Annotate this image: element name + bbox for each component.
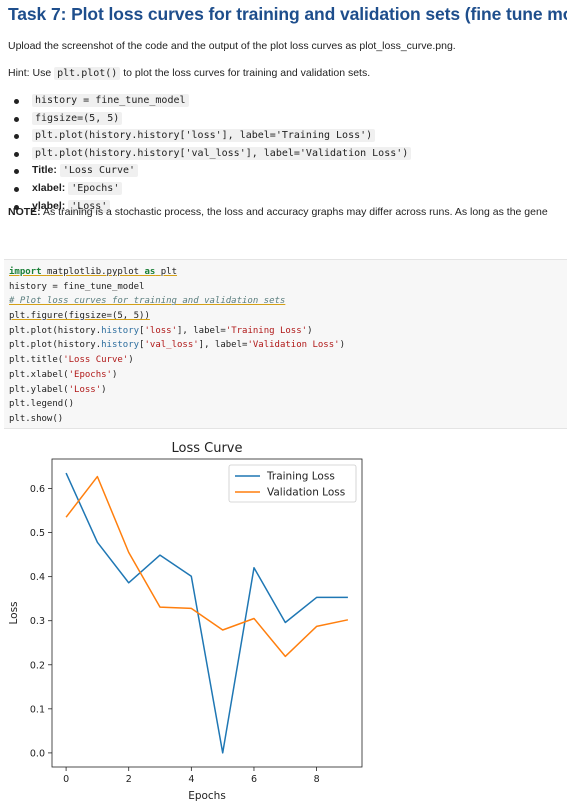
y-tick-label: 0.0 xyxy=(30,748,45,759)
list-item: plt.plot(history.history['loss'], label=… xyxy=(32,127,411,145)
loss-curve-chart: Loss Curve 0 2 4 6 8 0.0 0.1 0.2 0.3 0.4 0.5 0.6 Epoc… xyxy=(0,432,567,802)
code-string: 'Validation Loss' xyxy=(247,340,339,350)
code-line: plt.show() xyxy=(9,412,567,427)
bullet-label: Title: xyxy=(32,164,57,176)
code-token: ) xyxy=(340,340,345,350)
bullet-label: xlabel: xyxy=(32,182,65,194)
list-item: history = fine_tune_model xyxy=(32,92,411,110)
hint-suffix: to plot the loss curves for training and… xyxy=(123,67,370,79)
code-string: 'Training Loss' xyxy=(226,326,307,336)
code-token: ) xyxy=(112,370,117,380)
bullet-code: 'Loss Curve' xyxy=(60,164,138,177)
note-label: NOTE: xyxy=(8,206,41,218)
code-string: 'Loss Curve' xyxy=(63,355,128,365)
code-token: ) xyxy=(307,326,312,336)
task-title: Task 7: Plot loss curves for training an… xyxy=(8,4,567,25)
code-keyword: as xyxy=(144,267,155,277)
hint-list: history = fine_tune_model figsize=(5, 5)… xyxy=(0,92,411,215)
code-keyword: import xyxy=(9,267,42,277)
plot-frame xyxy=(52,459,362,767)
hint-code: plt.plot() xyxy=(54,67,120,80)
y-tick-label: 0.3 xyxy=(30,616,45,627)
list-item: Title: 'Loss Curve' xyxy=(32,162,411,180)
code-string: 'val_loss' xyxy=(144,340,198,350)
code-line: plt.figure(figsize=(5, 5)) xyxy=(9,309,567,324)
hint-prefix: Hint: Use xyxy=(8,67,51,79)
code-block: import matplotlib.pyplot as plt history =… xyxy=(4,260,567,427)
code-token: ], label= xyxy=(199,340,248,350)
chart-title: Loss Curve xyxy=(172,441,243,456)
code-cell[interactable]: import matplotlib.pyplot as plt history =… xyxy=(4,259,567,429)
series-line-validation xyxy=(66,477,348,657)
y-axis-label: Loss xyxy=(8,601,20,624)
y-tick-label: 0.2 xyxy=(30,660,45,671)
x-tick-label: 4 xyxy=(188,774,194,785)
y-tick-label: 0.6 xyxy=(30,484,45,495)
list-item: figsize=(5, 5) xyxy=(32,110,411,128)
legend-label: Training Loss xyxy=(266,471,335,483)
x-axis-label: Epochs xyxy=(188,790,226,802)
code-token: plt.plot(history. xyxy=(9,326,101,336)
bullet-code: history = fine_tune_model xyxy=(32,94,189,107)
code-token: history xyxy=(101,340,139,350)
y-tick-label: 0.1 xyxy=(30,704,45,715)
bullet-code: plt.plot(history.history['val_loss'], la… xyxy=(32,147,411,160)
loss-chart-output: Loss Curve 0 2 4 6 8 0.0 0.1 0.2 0.3 0.4 0.5 0.6 Epoc… xyxy=(0,432,567,802)
list-item: xlabel: 'Epochs' xyxy=(32,180,411,198)
code-token: plt.xlabel( xyxy=(9,370,69,380)
bullet-code: 'Epochs' xyxy=(68,182,122,195)
x-tick-label: 6 xyxy=(251,774,257,785)
code-string: 'Loss' xyxy=(69,385,102,395)
code-string: 'loss' xyxy=(144,326,177,336)
y-tick-label: 0.5 xyxy=(30,528,45,539)
code-line: plt.legend() xyxy=(9,397,567,412)
code-token: matplotlib.pyplot xyxy=(47,267,139,277)
code-token: plt.title( xyxy=(9,355,63,365)
note-paragraph: NOTE: As training is a stochastic proces… xyxy=(8,206,567,218)
bullet-code: figsize=(5, 5) xyxy=(32,112,122,125)
task-hint: Hint: Use plt.plot() to plot the loss cu… xyxy=(8,67,370,79)
code-token: plt.plot(history. xyxy=(9,340,101,350)
code-comment: # Plot loss curves for training and vali… xyxy=(9,294,567,309)
note-text: As training is a stochastic process, the… xyxy=(43,206,548,218)
task-instruction: Upload the screenshot of the code and th… xyxy=(8,40,456,52)
code-token: history xyxy=(101,326,139,336)
legend-label: Validation Loss xyxy=(267,487,345,499)
code-token: ], label= xyxy=(177,326,226,336)
list-item: plt.plot(history.history['val_loss'], la… xyxy=(32,145,411,163)
code-token: ) xyxy=(128,355,133,365)
code-token: plt xyxy=(161,267,177,277)
x-tick-label: 8 xyxy=(314,774,320,785)
x-tick-label: 2 xyxy=(126,774,132,785)
code-token: ) xyxy=(101,385,106,395)
code-string: 'Epochs' xyxy=(69,370,112,380)
bullet-code: plt.plot(history.history['loss'], label=… xyxy=(32,129,375,142)
code-line: history = fine_tune_model xyxy=(9,280,567,295)
series-line-training xyxy=(66,473,348,753)
y-tick-label: 0.4 xyxy=(30,572,45,583)
x-tick-label: 0 xyxy=(63,774,69,785)
code-token: plt.ylabel( xyxy=(9,385,69,395)
